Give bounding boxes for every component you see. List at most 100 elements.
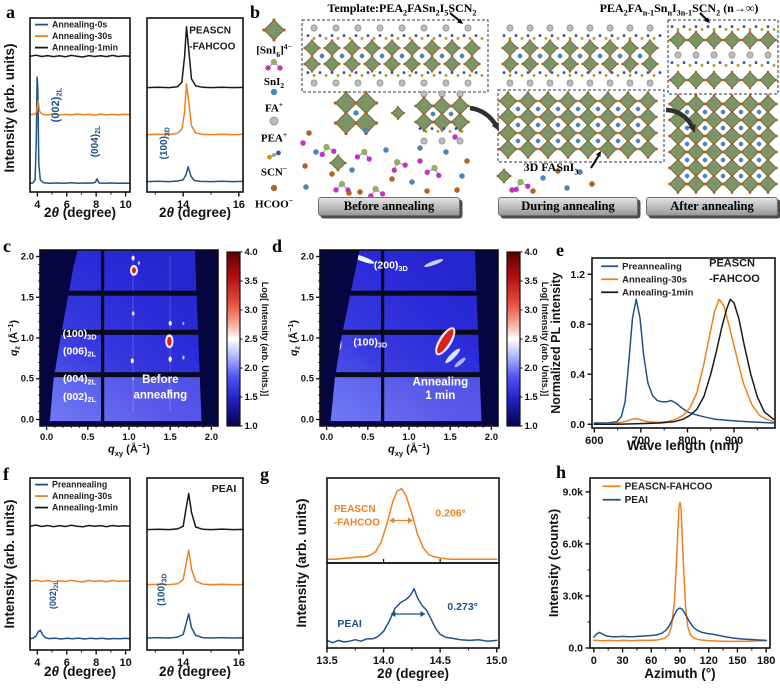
sni2-molecule-icon (319, 143, 337, 158)
x-tick-label: 6 (64, 199, 70, 211)
octahedron-icon (463, 39, 481, 57)
fa-cation-icon (595, 138, 601, 144)
scn-atom-icon (396, 73, 400, 77)
scn-atom-icon (342, 71, 346, 75)
scn-atom-icon (438, 71, 442, 75)
pea-cation-icon (506, 79, 514, 87)
colorbar-tick-label: 2.0 (245, 363, 258, 374)
scn-atom-icon (712, 27, 716, 31)
series-blue (326, 588, 498, 644)
octahedron-icon (496, 168, 512, 184)
series-Annealing-30s (593, 298, 775, 426)
scn-atom-icon (336, 36, 340, 40)
octahedron-icon (598, 139, 618, 159)
scn-atom-icon (694, 25, 698, 29)
annotation: -FAHCOO (189, 41, 235, 52)
sn-atom-icon (323, 143, 330, 151)
scn-atom-icon (448, 129, 452, 133)
series-Annealing-1min (593, 298, 775, 426)
iodide-atom-icon (333, 187, 339, 193)
banner-before-annealing: Before annealing (318, 197, 460, 216)
scn-atom-icon (480, 73, 484, 77)
scn-atom-icon (514, 34, 518, 38)
fa-ion-icon (564, 185, 570, 191)
colorbar-tick-label: 3.0 (245, 305, 258, 316)
scn-atom-icon (724, 63, 728, 67)
fa-cation-icon (617, 53, 623, 59)
scn-atom-icon (438, 34, 442, 38)
fa-cation-icon (555, 122, 561, 128)
series-orange (146, 83, 244, 136)
octahedron-icon (704, 70, 724, 90)
scn-atom-icon (474, 34, 478, 38)
scn-atom-icon (646, 34, 650, 38)
scn-atom-icon (378, 71, 382, 75)
legend-label-sni6: [SnI6]4− (256, 42, 292, 59)
map-annotation: Before (142, 374, 178, 386)
panel-letter-a: a (6, 2, 15, 22)
fa-cation-icon (720, 157, 726, 163)
sni2-molecule-icon (265, 58, 283, 71)
scn-atom-icon (706, 61, 710, 65)
hcoo-ion-icon (389, 176, 395, 182)
fa-ion-icon (383, 147, 389, 153)
scn-atom-icon (544, 73, 548, 77)
scn-atom-icon (700, 27, 704, 31)
scn-atom-icon (430, 127, 434, 131)
fa-cation-icon (399, 53, 405, 59)
octahedron-icon (758, 94, 778, 114)
fa-cation-icon (684, 157, 690, 163)
octahedron-icon (704, 126, 724, 146)
scn_n-ion-icon (276, 150, 281, 156)
scn-atom-icon (598, 71, 602, 75)
octahedron-icon (561, 55, 579, 73)
sn-atom-icon (338, 180, 346, 188)
sn-atom-icon (270, 58, 278, 66)
octahedron-icon (558, 139, 578, 159)
fa-cation-icon (720, 173, 726, 179)
annotation: PEASCN (334, 504, 376, 515)
octahedron-icon (581, 55, 599, 73)
scn-atom-icon (414, 34, 418, 38)
octahedron-icon (561, 39, 579, 57)
scn-atom-icon (502, 34, 506, 38)
panel-letter-g: g (260, 464, 269, 484)
fa-cation-icon (684, 109, 690, 115)
panel-letter-h: h (556, 462, 567, 482)
octahedron-icon (538, 139, 558, 159)
octahedron-icon (722, 174, 742, 194)
x-tick-label: 2.0 (485, 432, 498, 443)
annotation: (002)2L (48, 581, 60, 610)
sni6-octahedron-icon (262, 18, 286, 42)
scn-atom-icon (402, 71, 406, 75)
octahedron-icon (343, 39, 361, 57)
y-tick-label: 0.5 (21, 374, 35, 385)
fa-cation-icon (702, 109, 708, 115)
fa-cation-icon (359, 53, 365, 59)
fa-cation-icon (720, 109, 726, 115)
scn-atom-icon (592, 73, 596, 77)
arrow-head (704, 17, 710, 23)
panel-c-colorbar-label: Log[ Intensity (arb. Units.)] (260, 282, 270, 397)
scn-atom-icon (396, 36, 400, 40)
scn-atom-icon (384, 73, 388, 77)
fa-cation-icon (720, 125, 726, 131)
scn-atom-icon (390, 34, 394, 38)
pea-cation-icon (546, 24, 554, 32)
scn-atom-icon (474, 71, 478, 75)
pea-cation-icon (464, 79, 472, 87)
iodide-atom-icon (379, 191, 386, 197)
fa-cation-icon (635, 106, 641, 112)
pea-cation-icon (728, 51, 736, 59)
x-tick-label: 800 (678, 435, 696, 447)
scn-atom-icon (682, 61, 686, 65)
x-tick-label: 4 (34, 199, 41, 211)
panel-g-ylabel: Intensity (arb. units) (294, 498, 309, 627)
scn-atom-icon (556, 73, 560, 77)
iodide-ion-icon (452, 134, 458, 140)
annotation: PEASCN (709, 258, 755, 270)
fa-cation-icon (684, 125, 690, 131)
scn-atom-icon (450, 71, 454, 75)
banner-after-annealing: After annealing (646, 197, 778, 216)
sni2-molecule-icon (391, 159, 408, 173)
